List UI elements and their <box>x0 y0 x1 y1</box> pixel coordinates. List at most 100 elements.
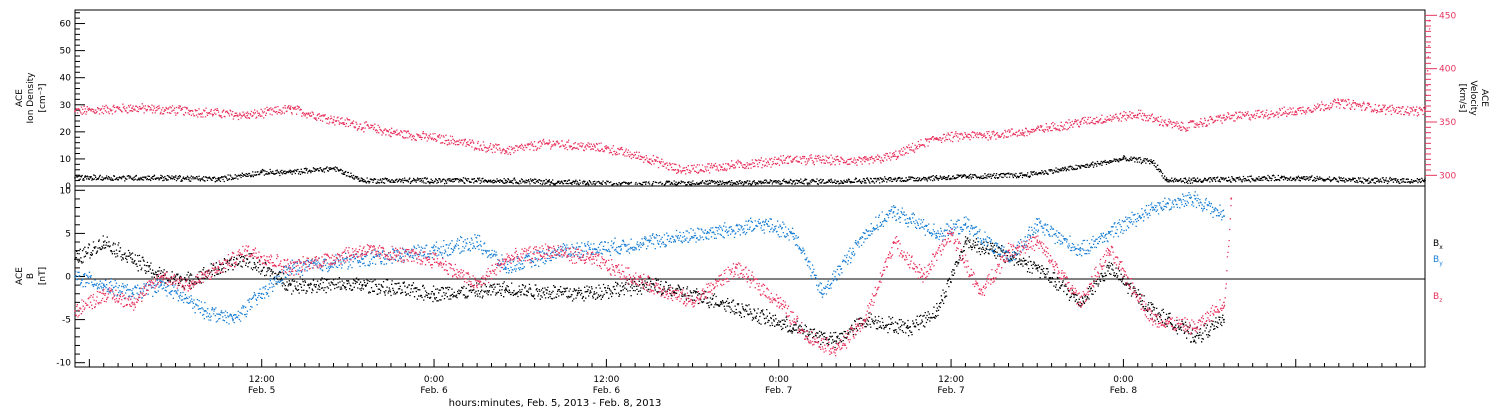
density-tick-label: 10 <box>60 155 72 165</box>
bx-series <box>75 235 1225 349</box>
density-ylabel-1: ACE <box>15 89 25 107</box>
density-series-point <box>1151 160 1153 163</box>
bz-series-point <box>505 258 507 261</box>
bz-series-point <box>548 249 550 252</box>
bz-series-point <box>892 241 895 243</box>
bx-series-point <box>835 340 838 342</box>
velocity-ylabel-1: ACE <box>1479 89 1489 107</box>
density-series-point <box>1122 158 1125 160</box>
b-ylabel-2: B <box>26 273 36 279</box>
density-series-point <box>792 181 794 183</box>
panel2-points <box>74 191 1233 357</box>
bz-series-point <box>246 249 249 252</box>
bz-series-point <box>189 284 191 286</box>
bx-series-point <box>720 301 723 304</box>
panel1-points <box>74 19 1431 186</box>
velocity-ylabel-2: Velocity <box>1468 80 1478 116</box>
density-tick-label: 20 <box>60 128 72 138</box>
density-series-point <box>619 183 622 186</box>
bz-series-point <box>1108 249 1110 252</box>
b-tick-label: 10 <box>60 186 72 196</box>
bz-series-point <box>734 267 737 269</box>
velocity-series-point <box>792 158 794 161</box>
bx-series-point <box>1194 335 1197 338</box>
bx-series-point <box>1108 267 1110 269</box>
bz-series-point <box>806 335 809 338</box>
velocity-series-point <box>332 119 335 121</box>
velocity-series-point <box>1428 19 1431 22</box>
velocity-series-point <box>189 110 191 113</box>
by-series-point <box>260 292 263 295</box>
density-ylabel-3: [cm⁻³] <box>38 83 48 112</box>
by-series-point <box>648 241 651 243</box>
velocity-series-point <box>1022 131 1024 134</box>
velocity-series-point <box>1079 121 1082 123</box>
velocity-series-point <box>1136 113 1139 116</box>
bx-series-point <box>433 292 435 295</box>
velocity-series-point <box>390 131 392 134</box>
date-tick-label: Feb. 5 <box>248 386 275 396</box>
by-series-point <box>232 318 234 321</box>
bz-series-point <box>217 267 220 269</box>
density-series-point <box>361 179 364 182</box>
bx-series-point <box>361 284 364 286</box>
bx-series-point <box>189 279 191 282</box>
velocity-series-point <box>246 114 249 117</box>
velocity-series-point <box>1180 126 1182 129</box>
by-series-point <box>1108 232 1110 235</box>
density-series-point <box>1079 166 1082 168</box>
legend-bz: Bz <box>1433 292 1442 304</box>
density-ylabel-2: Ion Density <box>26 72 36 124</box>
bx-series-point <box>907 327 909 330</box>
by-series-point <box>1223 215 1225 218</box>
by-series-point <box>1151 206 1153 209</box>
bz-series-point <box>1230 198 1232 200</box>
time-tick-label: 12:00 <box>593 375 619 385</box>
by-series-point <box>160 284 163 286</box>
density-series-point <box>1280 177 1283 179</box>
time-tick-label: 12:00 <box>249 375 275 385</box>
bz-series-point <box>1223 301 1225 304</box>
bz-series-point <box>102 292 105 295</box>
by-series-point <box>1036 223 1039 226</box>
by-series-point <box>131 292 134 295</box>
by-series-point <box>892 211 895 213</box>
velocity-tick-label: 350 <box>1439 118 1456 128</box>
by-series-point <box>706 232 708 235</box>
density-velocity-panel: 0 10 20 30 40 50 60 300 350 400 450 ACE Ion Densi… <box>15 9 1489 192</box>
bz-series <box>75 197 1233 357</box>
bx-series-point <box>289 284 292 286</box>
velocity-series-point <box>864 160 866 163</box>
density-tick-label: 60 <box>60 20 72 30</box>
density-series-point <box>505 179 507 182</box>
velocity-series-point <box>447 139 450 142</box>
bz-series-point <box>160 275 163 278</box>
b-ylabel-3: [nT] <box>38 267 48 285</box>
by-series-point <box>476 241 478 243</box>
density-series-point <box>1366 179 1369 182</box>
bz-series-point <box>1194 327 1197 330</box>
velocity-series-point <box>131 107 134 109</box>
density-series-point <box>260 171 263 174</box>
density-tick-label: 40 <box>60 74 72 84</box>
bx-series-point <box>74 258 76 261</box>
density-series-point <box>1194 179 1197 182</box>
bx-series-point <box>505 288 507 291</box>
by-series-point <box>1079 249 1082 252</box>
date-tick-label: Feb. 6 <box>420 386 448 396</box>
bx-series-point <box>576 292 579 295</box>
bz-series-point <box>1007 249 1010 252</box>
velocity-series-point <box>720 165 723 168</box>
by-series-point <box>792 232 794 235</box>
velocity-series-point <box>935 137 938 139</box>
velocity-series-point <box>605 147 608 150</box>
by-series-point <box>361 258 364 261</box>
bx-series-point <box>131 258 134 261</box>
legend-by-sub: y <box>1439 260 1443 267</box>
by-series-point <box>964 223 967 226</box>
b-ylabel-1: ACE <box>15 267 25 285</box>
b-tick-label: -5 <box>62 316 71 326</box>
bx-series-point <box>246 258 249 261</box>
density-tick-label: 30 <box>60 101 72 111</box>
